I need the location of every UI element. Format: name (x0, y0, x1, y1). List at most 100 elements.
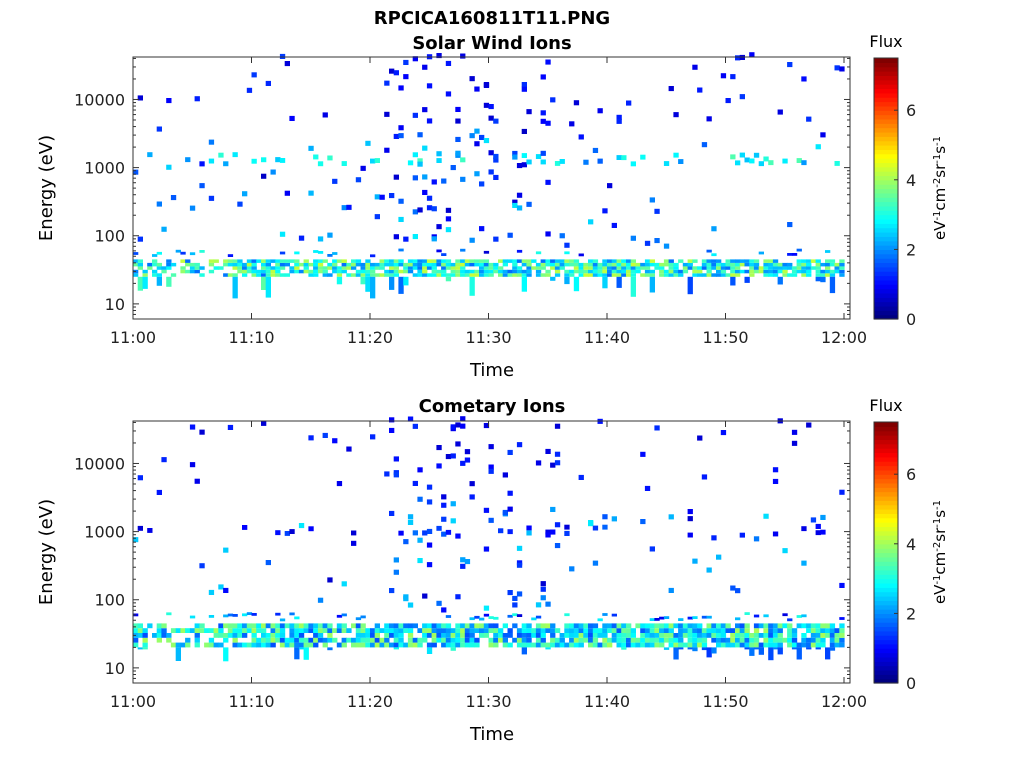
heatmap-cell (161, 628, 167, 633)
heatmap-cell (426, 562, 433, 568)
heatmap-cell (303, 266, 309, 270)
heatmap-cell (445, 615, 452, 618)
heatmap-cell (673, 269, 679, 274)
heatmap-cell (692, 623, 698, 629)
x-tick-label: 11:20 (347, 328, 393, 347)
heatmap-cell (232, 259, 238, 263)
heatmap-cell (578, 273, 584, 277)
heatmap-cell (204, 628, 210, 633)
heatmap-cell (403, 623, 409, 629)
heatmap-cell (189, 462, 196, 468)
heatmap-cell (426, 633, 433, 638)
heatmap-cell (739, 623, 745, 629)
heatmap-cell (355, 269, 362, 274)
heatmap-cell (573, 637, 580, 643)
heatmap-cell (559, 233, 565, 239)
heatmap-cell (474, 615, 480, 619)
heatmap-cell (697, 435, 703, 441)
heatmap-cell (588, 637, 594, 643)
heatmap-cell (649, 633, 655, 638)
heatmap-cell (223, 547, 229, 553)
heatmap-cell (332, 262, 338, 267)
heatmap-cell (550, 266, 556, 270)
heatmap-cell (308, 623, 314, 629)
heatmap-cell (701, 266, 708, 270)
heatmap-cell (839, 617, 845, 620)
heatmap-cell (654, 618, 660, 621)
heatmap-cell (327, 155, 333, 161)
heatmap-cell (758, 266, 764, 270)
heatmap-cell (341, 259, 347, 263)
heatmap-cell (479, 273, 485, 277)
heatmap-cell (768, 266, 774, 270)
heatmap-cell (559, 262, 565, 267)
heatmap-cell (607, 273, 613, 277)
heatmap-cell (673, 262, 679, 267)
heatmap-cell (516, 637, 523, 643)
heatmap-cell (697, 266, 703, 270)
heatmap-cell (540, 110, 546, 116)
heatmap-cell (407, 623, 414, 629)
heatmap-cell (592, 525, 599, 531)
heatmap-cell (180, 628, 186, 633)
heatmap-cell (445, 207, 452, 213)
heatmap-cell (412, 480, 418, 486)
heatmap-cell (370, 254, 376, 258)
heatmap-cell (758, 647, 764, 655)
heatmap-cell (175, 647, 181, 661)
heatmap-cell (261, 642, 267, 648)
heatmap-cell (720, 262, 727, 267)
heatmap-cell (644, 633, 651, 638)
heatmap-cell (801, 623, 807, 629)
heatmap-cell (170, 273, 177, 277)
heatmap-cell (379, 266, 385, 270)
heatmap-cell (772, 637, 779, 643)
heatmap-cell (535, 628, 542, 633)
heatmap-cell (398, 633, 404, 638)
heatmap-cell (185, 269, 191, 274)
heatmap-cell (602, 637, 608, 643)
heatmap-cell (701, 633, 708, 638)
heatmap-cell (753, 262, 760, 267)
heatmap-cell (445, 91, 452, 97)
heatmap-cell (810, 623, 817, 629)
heatmap-cell (592, 623, 599, 629)
heatmap-cell (573, 633, 580, 638)
heatmap-cell (265, 560, 271, 566)
heatmap-cell (763, 269, 769, 274)
heatmap-cell (483, 262, 490, 267)
colorbar-segment (874, 465, 898, 471)
heatmap-cell (772, 633, 779, 638)
heatmap-cell (744, 262, 750, 267)
heatmap-cell (839, 642, 845, 648)
heatmap-cell (308, 642, 314, 648)
heatmap-cell (602, 273, 608, 277)
heatmap-cell (507, 232, 513, 238)
heatmap-cell (341, 262, 347, 267)
heatmap-cell (464, 262, 471, 267)
heatmap-cell (284, 259, 290, 263)
heatmap-cell (516, 163, 523, 169)
heatmap-cell (739, 642, 745, 648)
heatmap-cell (261, 628, 267, 633)
heatmap-cell (758, 623, 764, 629)
heatmap-cell (493, 616, 499, 620)
heatmap-cell (630, 266, 636, 270)
heatmap-cell (407, 637, 414, 643)
heatmap-cell (483, 250, 490, 254)
colorbar-segment (874, 245, 898, 250)
heatmap-cell (772, 273, 779, 277)
heatmap-cell (806, 259, 812, 263)
heatmap-cell (284, 273, 290, 277)
heatmap-cell (294, 262, 300, 267)
heatmap-cell (711, 259, 717, 263)
heatmap-cell (787, 628, 793, 633)
heatmap-cell (398, 642, 404, 648)
heatmap-cell (607, 259, 613, 263)
heatmap-cell (426, 623, 433, 629)
heatmap-cell (199, 563, 205, 569)
heatmap-cell (223, 262, 229, 267)
heatmap-cell (753, 152, 760, 158)
heatmap-cell (370, 266, 376, 270)
heatmap-cell (133, 642, 139, 648)
